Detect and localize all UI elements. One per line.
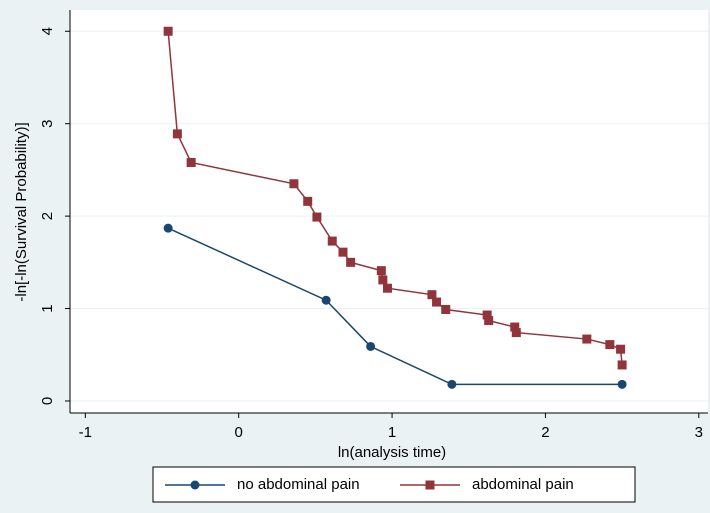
data-point [378, 275, 388, 285]
data-point [327, 236, 337, 246]
legend-marker [425, 480, 435, 490]
x-tick-label: 2 [541, 424, 549, 441]
data-point [582, 334, 592, 344]
data-point [617, 360, 627, 370]
legend-marker [190, 480, 200, 490]
data-point [447, 379, 457, 389]
data-point [366, 341, 376, 351]
legend [152, 466, 636, 503]
data-point [186, 158, 196, 168]
data-point [303, 196, 313, 206]
data-point [432, 297, 442, 307]
data-point [482, 310, 492, 320]
y-tick-label: 3 [39, 120, 56, 128]
x-tick-label: -1 [79, 424, 92, 441]
data-point [441, 304, 451, 314]
y-tick-label: 1 [39, 304, 56, 312]
data-point [376, 266, 386, 276]
x-axis-title: ln(analysis time) [338, 444, 446, 461]
data-point [289, 179, 299, 189]
data-point [346, 257, 356, 267]
data-point [616, 344, 626, 354]
y-tick-label: 4 [39, 27, 56, 35]
legend-label: no abdominal pain [237, 476, 360, 493]
data-point [163, 223, 173, 233]
data-point [605, 340, 615, 350]
data-point [484, 316, 494, 326]
data-point [321, 295, 331, 305]
data-point [338, 247, 348, 257]
x-tick-label: 3 [695, 424, 703, 441]
data-point [617, 379, 627, 389]
data-point [510, 322, 520, 332]
x-tick-label: 1 [388, 424, 396, 441]
data-point [511, 328, 521, 338]
data-point [172, 129, 182, 139]
plot-area [70, 10, 708, 413]
legend-label: abdominal pain [472, 476, 574, 493]
y-tick-label: 2 [39, 212, 56, 220]
data-point [163, 26, 173, 36]
y-axis-title: -ln[-ln(Survival Probability)] [13, 122, 30, 301]
x-tick-label: 0 [235, 424, 243, 441]
data-point [312, 212, 322, 222]
data-point [427, 290, 437, 300]
data-point [382, 283, 392, 293]
y-tick-label: 0 [39, 397, 56, 405]
